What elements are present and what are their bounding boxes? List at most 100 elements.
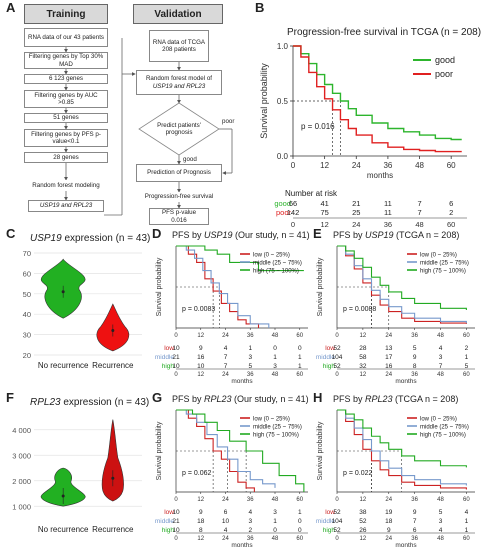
d-risk-value: 16 (197, 354, 205, 361)
d-x-tick-label: 60 (296, 333, 303, 339)
b-y-axis-label: Survival probability (259, 63, 269, 139)
e-risk-value: 17 (385, 354, 393, 361)
h-risk-x-label: 24 (385, 536, 392, 542)
e-risk-value: 5 (413, 345, 417, 352)
h-x-tick-label: 0 (335, 497, 339, 503)
h-legend-label: high (75 ~ 100%) (420, 433, 466, 439)
e-risk-x-label: 36 (411, 372, 418, 378)
validation-step-pfs: Progression-free survival (136, 192, 222, 202)
d-x-tick-label: 12 (197, 333, 204, 339)
h-risk-value: 4 (465, 509, 469, 516)
g-x-tick-label: 0 (174, 497, 178, 503)
g-risk-value: 10 (172, 509, 180, 516)
panel-label-e: E (313, 226, 322, 241)
h-y-axis-label: Survival probability (317, 421, 324, 480)
panel-d-km-chart: 0 12 24 36 48 60 Survival probability p = 0.008… (155, 245, 308, 385)
panel-d-title-pre: PFS by (172, 230, 205, 240)
b-risk-value: 11 (384, 199, 392, 208)
e-risk-value: 32 (359, 363, 367, 370)
b-risk-value: 21 (352, 199, 360, 208)
b-x-tick-label: 36 (383, 161, 392, 170)
h-x-axis-label: months (395, 542, 417, 549)
e-risk-value: 16 (385, 363, 393, 370)
d-risk-value: 7 (224, 354, 228, 361)
d-series-high (176, 245, 304, 272)
d-risk-value: 10 (172, 345, 180, 352)
f-violin-no-recurrence (40, 467, 86, 507)
validation-step-pvalue: PFS p-value 0.016 (149, 208, 209, 225)
g-x-tick-label: 48 (272, 497, 279, 503)
c-y-tick-label: 50 (23, 290, 31, 299)
g-risk-value: 0 (298, 518, 302, 525)
training-step-random-forest: Random forest modeling (24, 180, 108, 191)
b-x-tick-label: 0 (291, 161, 296, 170)
e-risk-row-label: low (325, 345, 335, 352)
panel-h-title: PFS by RPL23 (TCGA n = 208) (333, 394, 458, 404)
h-risk-value: 104 (332, 518, 343, 525)
g-risk-row-label: middle (155, 518, 175, 525)
d-legend-label: low (0 ~ 25%) (253, 253, 290, 259)
validation-step-rna-data: RNA data of TCGA 208 patients (149, 30, 209, 62)
g-risk-value: 9 (199, 509, 203, 516)
h-series-high (337, 409, 467, 468)
b-x-axis-label: months (367, 171, 393, 180)
g-pvalue: p = 0.062 (182, 470, 211, 477)
h-risk-x-label: 36 (411, 536, 418, 542)
b-risk-row-label: good (274, 199, 291, 208)
f-violin-recurrence (101, 419, 124, 502)
training-step-selected-genes: USP19 and RPL23 (28, 200, 104, 212)
panel-d-title: PFS by USP19 (Our study, n = 41) (172, 230, 310, 240)
g-risk-x-label: 60 (296, 536, 303, 542)
d-risk-value: 9 (199, 345, 203, 352)
g-risk-x-label: 36 (247, 536, 254, 542)
g-risk-value: 2 (248, 527, 252, 534)
e-x-tick-label: 36 (411, 333, 418, 339)
validation-step-predict: Predict patients' prognosis (157, 121, 201, 136)
e-risk-value: 13 (385, 345, 393, 352)
d-risk-value: 4 (224, 345, 228, 352)
h-risk-x-label: 48 (437, 536, 444, 542)
c-y-tick-label: 20 (23, 351, 31, 360)
panel-label-g: G (152, 390, 163, 405)
d-x-axis-label: months (231, 378, 253, 385)
h-risk-row-label: low (325, 509, 335, 516)
b-pvalue: p = 0.016 (301, 122, 335, 131)
e-risk-value: 8 (413, 363, 417, 370)
e-risk-value: 3 (439, 354, 443, 361)
g-risk-x-label: 24 (222, 536, 229, 542)
e-series-high (337, 245, 467, 310)
b-y-tick-label: 0.5 (277, 97, 289, 106)
h-risk-value: 7 (413, 518, 417, 525)
f-y-tick-label: 1 000 (12, 502, 31, 511)
panel-e-title-gene: USP19 (365, 230, 394, 240)
h-risk-x-label: 12 (360, 536, 367, 542)
d-risk-value: 1 (298, 354, 302, 361)
c-y-tick-label: 30 (23, 331, 31, 340)
e-x-tick-label: 0 (335, 333, 339, 339)
panel-e-title-post: (TCGA n = 208) (393, 230, 460, 240)
panel-b-title: Progression-free survival in TCGA (n = 2… (287, 27, 481, 38)
g-risk-value: 3 (248, 518, 252, 525)
d-y-axis-label: Survival probability (156, 257, 163, 316)
d-risk-value: 1 (248, 345, 252, 352)
b-risk-x-label: 36 (384, 220, 392, 228)
g-risk-row-label: high (162, 527, 175, 534)
b-risk-x-label: 0 (291, 220, 295, 228)
e-pvalue: p = 0.0088 (343, 306, 376, 313)
b-legend-label-poor: poor (435, 69, 453, 79)
branch-label-good: good (183, 156, 197, 163)
g-legend-label: middle (25 ~ 75%) (253, 425, 302, 431)
h-pvalue: p = 0.022 (343, 470, 372, 477)
g-y-axis-label: Survival probability (156, 421, 163, 480)
b-series-poor (293, 45, 462, 153)
training-step-51-genes: 51 genes (24, 113, 108, 123)
b-risk-value: 142 (287, 208, 300, 217)
g-risk-value: 10 (172, 527, 180, 534)
h-risk-value: 19 (385, 509, 393, 516)
e-x-tick-label: 48 (437, 333, 444, 339)
training-header: Training (24, 4, 108, 24)
e-risk-value: 104 (332, 354, 343, 361)
training-step-rna-data: RNA data of our 43 patients (24, 28, 108, 47)
d-x-tick-label: 24 (222, 333, 229, 339)
